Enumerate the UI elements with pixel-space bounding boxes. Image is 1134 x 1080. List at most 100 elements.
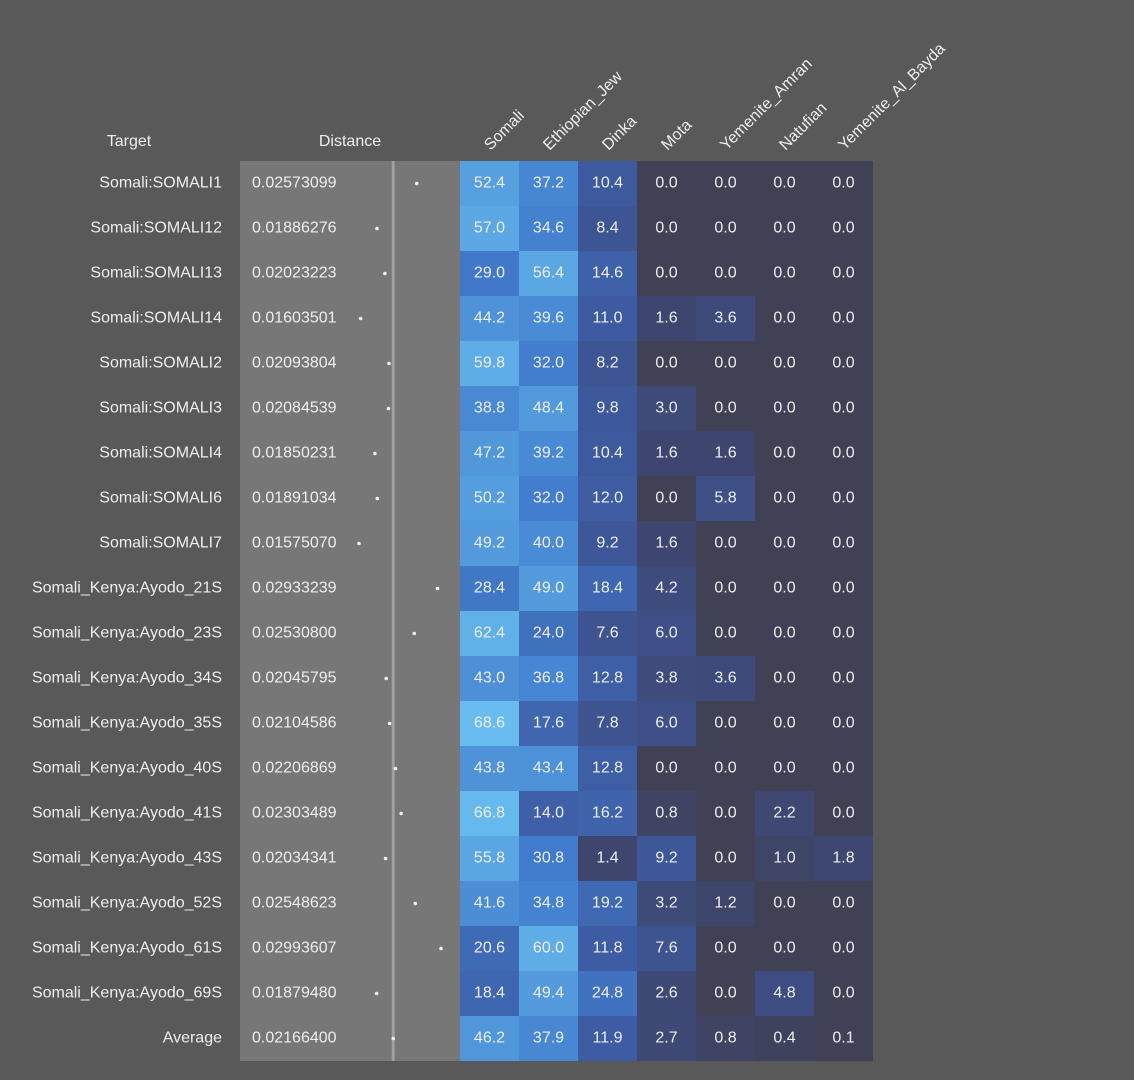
heat-cell: [460, 296, 519, 341]
cell-value: 0.0: [714, 715, 736, 732]
target-label: Somali_Kenya:Ayodo_61S: [32, 940, 222, 957]
heat-cell: [755, 251, 814, 296]
cell-value: 9.8: [596, 400, 618, 417]
cell-value: 0.0: [832, 220, 854, 237]
distance-value: 0.02045795: [252, 670, 337, 687]
cell-value: 0.0: [832, 175, 854, 192]
distance-value: 0.01886276: [252, 220, 337, 237]
heat-cell: [519, 566, 578, 611]
cell-value: 0.0: [714, 940, 736, 957]
cell-value: 1.6: [714, 445, 736, 462]
heat-cell: [696, 296, 755, 341]
cell-value: 0.0: [714, 580, 736, 597]
heat-cell: [696, 251, 755, 296]
heat-cell: [755, 206, 814, 251]
heat-cell: [755, 611, 814, 656]
heat-cell: [578, 296, 637, 341]
distance-dot: [393, 766, 398, 771]
column-header: Natufian: [776, 100, 830, 154]
cell-value: 68.6: [474, 715, 505, 732]
cell-value: 0.0: [714, 850, 736, 867]
heat-cell: [637, 791, 696, 836]
cell-value: 4.8: [773, 985, 795, 1002]
cell-value: 0.8: [655, 805, 677, 822]
heat-cell: [814, 386, 873, 431]
cell-value: 36.8: [533, 670, 564, 687]
heat-cell: [814, 206, 873, 251]
cell-value: 0.0: [773, 895, 795, 912]
heat-cell: [519, 881, 578, 926]
cell-value: 39.6: [533, 310, 564, 327]
target-label: Somali:SOMALI13: [90, 265, 222, 282]
heat-cell: [637, 971, 696, 1016]
heat-cell: [814, 791, 873, 836]
cell-value: 0.0: [832, 580, 854, 597]
heat-cell: [460, 881, 519, 926]
heat-cell: [696, 971, 755, 1016]
heat-cell: [578, 476, 637, 521]
cell-value: 14.6: [592, 265, 623, 282]
cell-value: 7.8: [596, 715, 618, 732]
column-header: Mota: [658, 117, 695, 154]
heat-cell: [814, 341, 873, 386]
heat-cell: [578, 746, 637, 791]
cell-value: 0.0: [832, 445, 854, 462]
cell-value: 0.0: [773, 760, 795, 777]
cell-value: 0.0: [655, 220, 677, 237]
heat-cell: [755, 926, 814, 971]
distance-value: 0.02530800: [252, 625, 337, 642]
target-label: Somali:SOMALI12: [90, 220, 222, 237]
distance-dot: [399, 811, 403, 816]
distance-dot: [386, 406, 391, 411]
cell-value: 12.8: [592, 670, 623, 687]
cell-value: 8.2: [596, 355, 618, 372]
heat-cell: [637, 161, 696, 206]
heat-cell: [755, 521, 814, 566]
target-label: Somali_Kenya:Ayodo_40S: [32, 760, 222, 777]
heat-cell: [460, 926, 519, 971]
heat-cell: [578, 1016, 637, 1061]
distance-header: Distance: [319, 133, 381, 150]
cell-value: 11.9: [593, 1030, 623, 1047]
distance-value: 0.02034341: [252, 850, 337, 867]
heat-cell: [755, 656, 814, 701]
cell-value: 28.4: [474, 580, 505, 597]
heat-cell: [637, 656, 696, 701]
distance-dot: [375, 226, 379, 231]
distance-dot: [375, 496, 380, 501]
cell-value: 0.0: [773, 580, 795, 597]
distance-dot: [391, 1036, 396, 1041]
distance-value: 0.02023223: [252, 265, 337, 282]
heat-cell: [460, 251, 519, 296]
target-label: Somali_Kenya:Ayodo_69S: [32, 985, 222, 1002]
cell-value: 4.2: [655, 580, 677, 597]
cell-value: 0.0: [655, 760, 677, 777]
cell-value: 0.0: [655, 490, 677, 507]
cell-value: 0.0: [832, 985, 854, 1002]
heat-cell: [637, 566, 696, 611]
distance-value: 0.02993607: [252, 940, 337, 957]
heat-cell: [578, 971, 637, 1016]
cell-value: 19.2: [592, 895, 623, 912]
cell-value: 1.0: [773, 850, 795, 867]
cell-value: 0.0: [773, 625, 795, 642]
heat-cell: [519, 971, 578, 1016]
heat-cell: [460, 746, 519, 791]
heat-cell: [814, 836, 873, 881]
cell-value: 3.6: [714, 670, 736, 687]
cell-value: 0.0: [714, 265, 736, 282]
cell-value: 0.0: [832, 895, 854, 912]
heat-cell: [814, 1016, 873, 1061]
heat-cell: [578, 926, 637, 971]
cell-value: 10.4: [592, 445, 623, 462]
cell-value: 29.0: [474, 265, 505, 282]
distance-value: 0.02573099: [252, 175, 337, 192]
heat-cell: [460, 476, 519, 521]
heat-cell: [755, 161, 814, 206]
cell-value: 0.0: [714, 535, 736, 552]
cell-value: 16.2: [592, 805, 623, 822]
cell-value: 11.0: [593, 310, 623, 327]
target-label: Somali:SOMALI6: [99, 490, 222, 507]
heat-cell: [696, 566, 755, 611]
